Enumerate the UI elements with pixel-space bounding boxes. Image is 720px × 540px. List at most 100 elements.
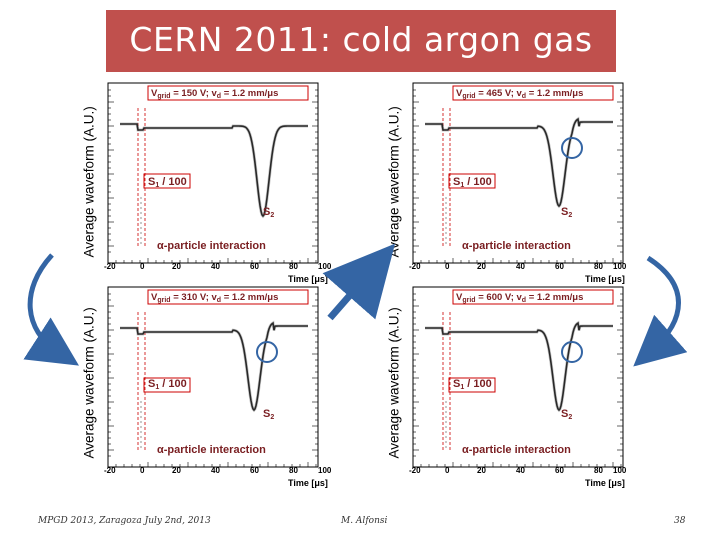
s1-box (448, 173, 496, 189)
signal-dot (140, 411, 142, 413)
signal-dot (445, 441, 447, 443)
x-tick: -20 (409, 262, 421, 271)
highlight-circle-icon (256, 341, 278, 363)
waveform-trace (120, 321, 308, 412)
title-bar: CERN 2011: cold argon gas (106, 10, 616, 72)
vgrid-label: Vgrid = 600 V; vd = 1.2 mm/μs (456, 292, 584, 304)
s2-label: S2 (561, 206, 573, 219)
signal-dot (445, 406, 447, 408)
signal-dot (445, 436, 447, 438)
x-axis-label: Time [μs] (288, 478, 328, 488)
alpha-interaction-label: α-particle interaction (462, 444, 571, 456)
signal-dot (445, 421, 447, 423)
vgrid-label: Vgrid = 150 V; vd = 1.2 mm/μs (151, 88, 279, 100)
x-tick: -20 (104, 466, 116, 475)
signal-dot (445, 202, 447, 204)
x-tick: 20 (477, 466, 486, 475)
signal-dot (445, 207, 447, 209)
x-tick: 60 (555, 262, 564, 271)
x-tick: 60 (555, 466, 564, 475)
x-tick: 80 (289, 262, 298, 271)
x-tick: 40 (211, 466, 220, 475)
signal-dot (445, 401, 447, 403)
slide-number: 38 (674, 516, 686, 526)
plot-frame (107, 286, 319, 468)
vgrid-label: Vgrid = 465 V; vd = 1.2 mm/μs (456, 88, 584, 100)
s1-label: S1 / 100 (453, 378, 492, 391)
waveform-noise (425, 320, 613, 413)
signal-dot (140, 416, 142, 418)
s1-label: S1 / 100 (148, 176, 187, 189)
x-tick: 60 (250, 466, 259, 475)
s1-box (448, 377, 496, 393)
plot-frame (107, 82, 319, 264)
s2-label: S2 (561, 408, 573, 421)
x-tick: 0 (140, 466, 145, 475)
x-tick: 100 (613, 262, 627, 271)
y-axis-label-bottom-left: Average waveform (A.U.) (81, 307, 97, 459)
signal-dot (445, 411, 447, 413)
s1-label: S1 / 100 (453, 176, 492, 189)
signal-dot (140, 217, 142, 219)
x-tick: 80 (289, 466, 298, 475)
signal-dot (445, 232, 447, 234)
signal-dot (140, 232, 142, 234)
slide-title: CERN 2011: cold argon gas (129, 20, 593, 59)
signal-dot (445, 446, 447, 448)
x-tick: 100 (318, 466, 332, 475)
x-tick: 0 (140, 262, 145, 271)
plot-frame (412, 286, 624, 468)
signal-dot (445, 227, 447, 229)
x-tick: -20 (409, 466, 421, 475)
waveform-plot (107, 82, 319, 264)
alpha-interaction-label: α-particle interaction (157, 444, 266, 456)
signal-dot (140, 426, 142, 428)
arrow-center-icon (322, 243, 396, 321)
plot-frame (412, 82, 624, 264)
y-axis-label-bottom-right: Average waveform (A.U.) (386, 307, 402, 459)
signal-dot (140, 436, 142, 438)
signal-dot (140, 421, 142, 423)
y-axis-label-top-right: Average waveform (A.U.) (386, 106, 402, 258)
waveform-noise (120, 320, 308, 413)
signal-dot (445, 197, 447, 199)
waveform-panel-bottom-right: Vgrid = 600 V; vd = 1.2 mm/μs S1 / 100 S… (409, 282, 626, 488)
signal-dot (140, 441, 142, 443)
x-tick: -20 (104, 262, 116, 271)
x-tick: 40 (211, 262, 220, 271)
waveform-panel-bottom-left: Vgrid = 310 V; vd = 1.2 mm/μs S1 / 100 S… (104, 282, 331, 488)
arrow-right-icon (633, 255, 688, 367)
vgrid-box (452, 289, 614, 305)
s2-label: S2 (263, 206, 275, 219)
x-axis-label: Time [μs] (288, 274, 328, 284)
waveform-trace (425, 117, 613, 208)
signal-dot (445, 416, 447, 418)
x-axis-label: Time [μs] (585, 478, 625, 488)
x-tick: 20 (477, 262, 486, 271)
x-tick: 20 (172, 262, 181, 271)
x-tick: 40 (516, 466, 525, 475)
signal-dot (445, 217, 447, 219)
x-tick: 80 (594, 466, 603, 475)
signal-dot (140, 227, 142, 229)
signal-dot (140, 446, 142, 448)
signal-dot (445, 431, 447, 433)
waveform-plot (412, 82, 624, 264)
footer-left: MPGD 2013, Zaragoza July 2nd, 2013 (38, 516, 211, 526)
vgrid-box (147, 85, 309, 101)
signal-dot (140, 242, 142, 244)
waveform-panel-top-right: Vgrid = 465 V; vd = 1.2 mm/μs S1 / 100 S… (409, 78, 627, 284)
signal-dot (140, 431, 142, 433)
signal-dot (140, 212, 142, 214)
s1-label: S1 / 100 (148, 378, 187, 391)
signal-dot (445, 222, 447, 224)
x-tick: 100 (318, 262, 332, 271)
y-axis-label-top-left: Average waveform (A.U.) (81, 106, 97, 258)
signal-dot (445, 237, 447, 239)
waveform-plot (107, 286, 319, 468)
x-tick: 40 (516, 262, 525, 271)
s2-label: S2 (263, 408, 275, 421)
signal-dot (445, 212, 447, 214)
footer-center: M. Alfonsi (341, 516, 388, 526)
x-axis-label: Time [μs] (585, 274, 625, 284)
